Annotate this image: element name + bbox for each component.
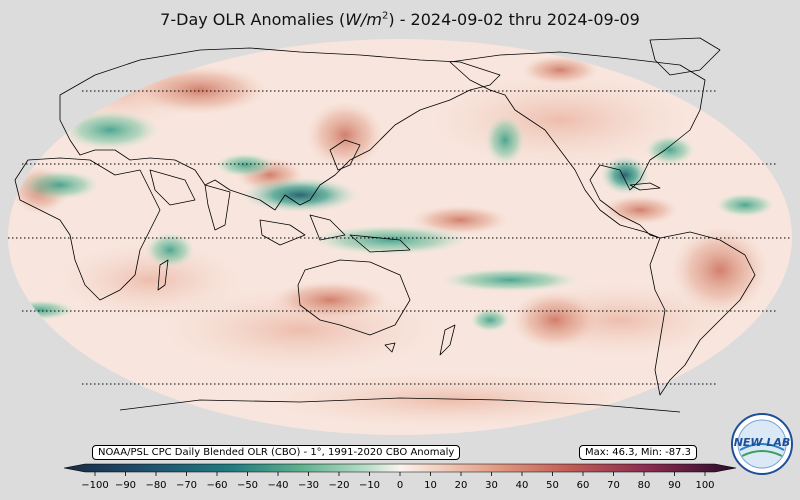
- colorbar: −100 −90 −80 −70 −60 −50 −40 −30 −20 −10 0 10 20 30 40…: [63, 463, 737, 491]
- colorbar-tick-label: −10: [359, 480, 380, 491]
- colorbar-bar: [63, 463, 737, 473]
- colorbar-tick-label: 30: [485, 480, 498, 491]
- colorbar-tick-label: 70: [607, 480, 620, 491]
- psl-logo-icon: NEW LAB: [731, 413, 793, 475]
- olr-anomaly-map: [8, 37, 792, 435]
- colorbar-tick-label: 40: [516, 480, 529, 491]
- colorbar-tick-label: 90: [668, 480, 681, 491]
- colorbar-tick-label: 60: [577, 480, 590, 491]
- coastlines: [14, 37, 756, 413]
- logo-text: NEW LAB: [734, 436, 791, 449]
- colorbar-tick-label: −90: [115, 480, 136, 491]
- colorbar-ticks: −100 −90 −80 −70 −60 −50 −40 −30 −20 −10 0 10 20 30 40…: [81, 472, 715, 491]
- anomaly-field: [8, 39, 792, 435]
- stats-label: Max: 46.3, Min: -87.3: [579, 445, 698, 460]
- colorbar-tick-label: −60: [206, 480, 227, 491]
- colorbar-tick-label: 0: [397, 480, 403, 491]
- colorbar-tick-label: −70: [176, 480, 197, 491]
- colorbar-tick-label: 10: [424, 480, 437, 491]
- colorbar-tick-label: 100: [695, 480, 714, 491]
- colorbar-tick-label: −50: [237, 480, 258, 491]
- colorbar-tick-label: −100: [81, 480, 108, 491]
- colorbar-tick-label: −30: [298, 480, 319, 491]
- map-title: 7-Day OLR Anomalies (W/m2) - 2024-09-02 …: [160, 10, 640, 29]
- colorbar-tick-label: −40: [267, 480, 288, 491]
- colorbar-tick-label: −20: [328, 480, 349, 491]
- colorbar-tick-label: 50: [546, 480, 559, 491]
- colorbar-tick-label: 20: [455, 480, 468, 491]
- colorbar-tick-label: 80: [638, 480, 651, 491]
- colorbar-tick-label: −80: [145, 480, 166, 491]
- source-label: NOAA/PSL CPC Daily Blended OLR (CBO) - 1…: [92, 445, 461, 460]
